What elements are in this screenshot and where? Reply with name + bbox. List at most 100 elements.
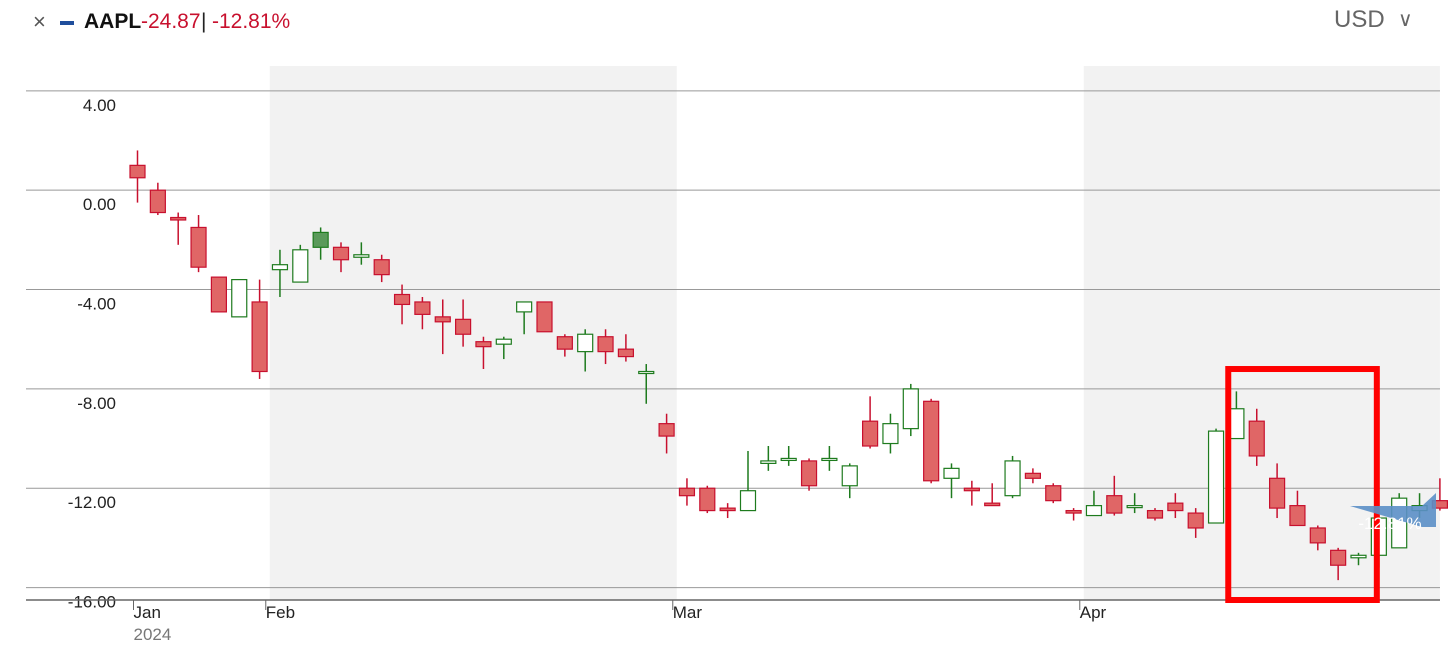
candle-body xyxy=(373,259,390,276)
candle xyxy=(719,503,736,519)
candle-body xyxy=(984,502,1001,507)
candle xyxy=(617,334,635,362)
candle-body xyxy=(332,246,350,261)
candle xyxy=(231,279,248,318)
candle-body xyxy=(678,487,696,497)
candle-body xyxy=(1187,512,1204,529)
candle xyxy=(271,249,289,297)
candle-body xyxy=(1004,460,1021,497)
candle-body xyxy=(617,348,635,358)
candle-body xyxy=(1024,472,1042,479)
candle-body xyxy=(1045,485,1062,502)
candle-body xyxy=(1146,509,1164,519)
candle-body xyxy=(536,301,553,333)
x-tick-label: Jan xyxy=(134,603,161,622)
candle xyxy=(149,182,166,216)
candle xyxy=(923,398,940,484)
candle-body xyxy=(923,400,940,482)
candle xyxy=(170,212,187,245)
candle-body xyxy=(597,336,614,353)
candle-body xyxy=(1126,505,1143,509)
candle xyxy=(1126,493,1143,514)
candle xyxy=(516,301,533,335)
candle-body xyxy=(1085,505,1103,517)
candle-body xyxy=(760,460,777,464)
candle xyxy=(1289,490,1306,527)
overlays: -12.81% xyxy=(1225,366,1436,603)
x-tick-label: Mar xyxy=(673,603,703,622)
candle-body xyxy=(1268,477,1286,509)
candle xyxy=(1248,408,1265,466)
candle xyxy=(475,336,492,370)
candle xyxy=(1187,508,1204,538)
candle xyxy=(577,329,594,372)
candle xyxy=(1350,552,1367,566)
candle xyxy=(414,296,431,330)
candle-body xyxy=(1167,502,1184,512)
y-tick-label: -16.00 xyxy=(68,593,116,612)
candle-body xyxy=(780,457,797,462)
candle-body xyxy=(1106,495,1123,514)
candle-body xyxy=(292,249,309,283)
x-tick-label: Feb xyxy=(266,603,295,622)
candle xyxy=(1045,483,1062,504)
candle xyxy=(984,483,1001,507)
candle xyxy=(597,329,614,365)
candle xyxy=(353,242,370,265)
candle xyxy=(963,480,980,506)
close-icon[interactable]: × xyxy=(33,9,46,34)
candle xyxy=(1268,463,1286,519)
candle-body xyxy=(963,487,980,492)
candle xyxy=(1330,547,1347,581)
candle-body xyxy=(719,507,736,512)
candle xyxy=(882,413,899,454)
candle xyxy=(210,276,227,313)
candle xyxy=(760,446,777,471)
candle-body xyxy=(821,457,838,462)
candle xyxy=(821,446,838,471)
candle-body xyxy=(1248,420,1265,457)
candle-body xyxy=(882,423,899,445)
change-percent: -12.81% xyxy=(212,10,291,33)
candle-body xyxy=(658,423,675,437)
y-tick-label: 0.00 xyxy=(83,195,116,214)
chart-header: × AAPL -24.87 | -12.81% USD ∨ xyxy=(0,0,1456,44)
chevron-down-icon[interactable]: ∨ xyxy=(1398,9,1413,31)
candle xyxy=(699,485,716,514)
candle xyxy=(1024,468,1042,484)
candle xyxy=(861,396,879,449)
candle-body xyxy=(434,316,451,323)
candle xyxy=(1106,475,1123,516)
series-swatch xyxy=(60,21,74,25)
candle-body xyxy=(1350,554,1367,559)
candle xyxy=(393,284,411,325)
candle xyxy=(902,383,919,437)
candle-body xyxy=(739,490,757,512)
candle xyxy=(556,334,573,357)
axes: 4.00 0.00 -4.00 -8.00 -12.00 -16.00 Jan 2024 Feb… xyxy=(26,96,1440,644)
candle-body xyxy=(475,341,492,348)
currency-select[interactable]: USD xyxy=(1334,6,1385,33)
candle-body xyxy=(414,301,431,315)
candle xyxy=(943,463,960,499)
candle xyxy=(780,446,797,466)
ticker-symbol: AAPL xyxy=(84,10,142,33)
candle-body xyxy=(638,370,655,375)
highlight-box xyxy=(1225,366,1380,603)
candle-body xyxy=(129,164,146,179)
separator: | xyxy=(201,10,207,33)
candle xyxy=(1146,508,1164,521)
candle xyxy=(129,150,146,203)
candle xyxy=(292,244,309,283)
candlestick-chart: 4.00 0.00 -4.00 -8.00 -12.00 -16.00 Jan 2024 Feb… xyxy=(26,66,1449,644)
change-value: -24.87 xyxy=(141,10,201,33)
last-value-label-bg xyxy=(1350,493,1436,528)
candle-body xyxy=(556,336,573,350)
candle-body xyxy=(190,226,207,268)
candle xyxy=(841,463,858,499)
grid-lines xyxy=(26,90,1440,589)
candle xyxy=(455,299,472,347)
candle-body xyxy=(516,301,533,313)
candle-body xyxy=(455,318,472,335)
candle xyxy=(1065,508,1082,521)
